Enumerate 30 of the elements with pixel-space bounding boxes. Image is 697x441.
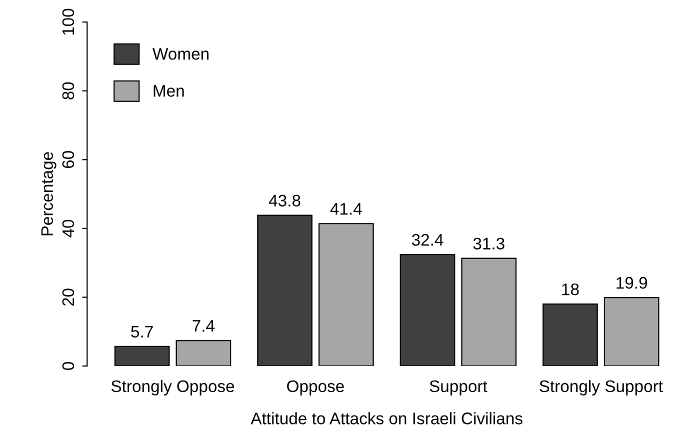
- y-tick-label: 80: [62, 82, 74, 100]
- y-tick-label: 20: [62, 288, 74, 306]
- data-label: 41.4: [330, 203, 362, 215]
- y-tick-label: 60: [62, 151, 74, 168]
- data-label: 43.8: [268, 194, 300, 207]
- y-axis-title: Percentage: [41, 152, 56, 236]
- bar: [461, 258, 517, 366]
- y-tick-label: 40: [62, 220, 74, 238]
- x-tick-label: Strongly Oppose: [111, 380, 234, 396]
- data-label: 18: [562, 283, 579, 296]
- legend-label: Men: [154, 85, 184, 97]
- data-label: 19.9: [616, 276, 648, 289]
- bar: [176, 340, 232, 366]
- legend-label: Women: [152, 48, 208, 60]
- bar: [114, 346, 170, 366]
- bar: [604, 297, 660, 366]
- x-tick-label: Oppose: [287, 380, 344, 396]
- x-tick-label: Support: [430, 380, 488, 396]
- bar: [318, 223, 374, 366]
- data-label: 5.7: [131, 326, 153, 338]
- y-tick-label: 0: [62, 362, 74, 370]
- data-label: 32.4: [412, 234, 444, 246]
- y-tick-label: 100: [62, 8, 74, 35]
- data-label: 7.4: [192, 320, 215, 332]
- bar: [542, 304, 598, 366]
- x-tick-label: Strongly Support: [540, 380, 663, 396]
- data-label: 31.3: [473, 238, 504, 250]
- x-axis-title: Attitude to Attacks on Israeli Civilians: [250, 412, 522, 424]
- bar: [400, 254, 456, 366]
- bar: [257, 214, 312, 366]
